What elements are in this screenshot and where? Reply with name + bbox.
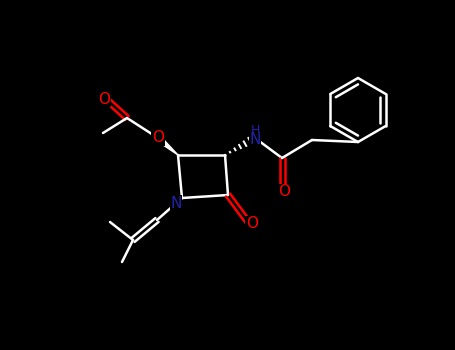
- Text: O: O: [278, 184, 290, 200]
- Text: O: O: [246, 217, 258, 231]
- Text: N: N: [170, 196, 182, 210]
- Text: N: N: [249, 133, 261, 147]
- Text: O: O: [152, 131, 164, 146]
- Text: H: H: [250, 124, 260, 136]
- Text: O: O: [98, 91, 110, 106]
- Polygon shape: [156, 136, 178, 155]
